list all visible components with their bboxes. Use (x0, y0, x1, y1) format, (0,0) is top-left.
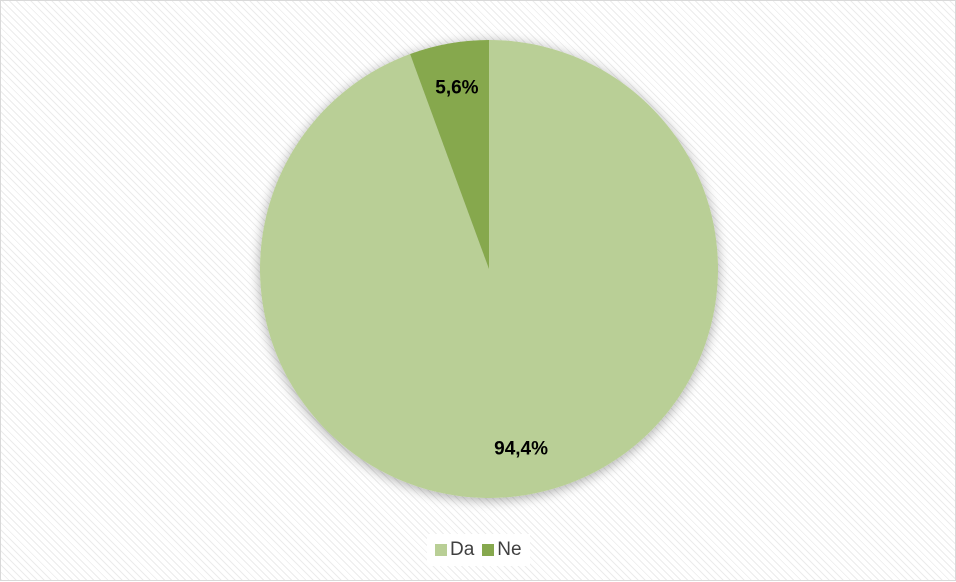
legend-label-da: Da (450, 539, 475, 560)
legend-entry-da: Da (435, 539, 474, 561)
legend-swatch-da (435, 544, 447, 556)
legend-swatch-ne (482, 544, 495, 556)
legend-label-ne: Ne (497, 539, 522, 560)
legend: Da Ne (427, 534, 530, 566)
pie-labels: 94,4% 5,6% (435, 78, 548, 460)
legend-entry-ne: Ne (482, 539, 522, 561)
data-label-ne: 5,6% (435, 78, 478, 99)
pie-slices (260, 40, 719, 499)
data-label-da: 94,4% (494, 438, 548, 459)
pie-slice-ne (410, 40, 489, 269)
pie-slice-da (260, 40, 719, 499)
